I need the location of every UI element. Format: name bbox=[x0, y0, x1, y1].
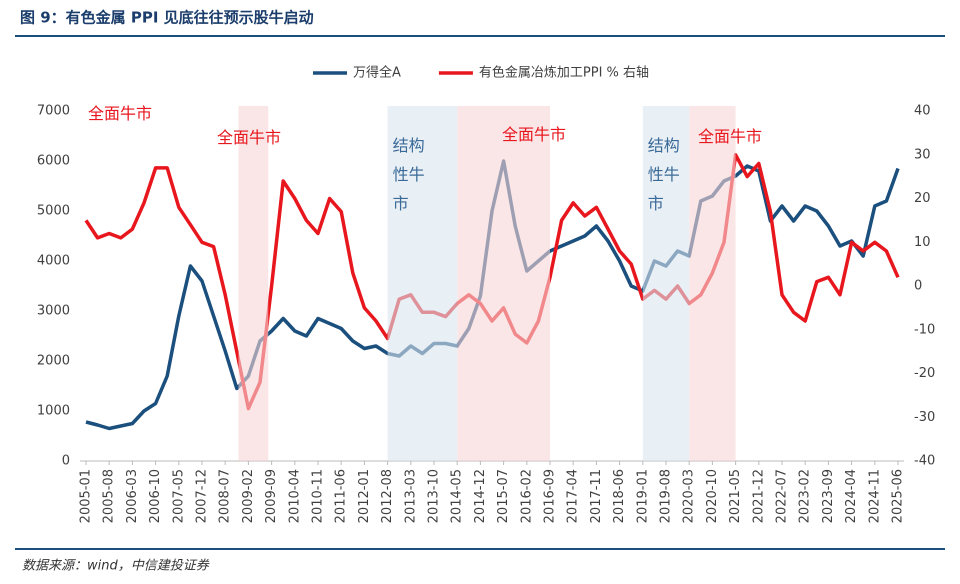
region-label: 结构性牛市 bbox=[392, 136, 425, 213]
x-tick-label: 2020-03 bbox=[682, 469, 697, 523]
x-tick-label: 2020-10 bbox=[705, 469, 720, 523]
x-tick-label: 2017-11 bbox=[589, 469, 604, 523]
y2-tick-label: 10 bbox=[914, 235, 931, 250]
x-tick-label: 2021-12 bbox=[751, 469, 766, 523]
y-tick-label: 7000 bbox=[37, 104, 70, 119]
y-tick-label: 6000 bbox=[37, 154, 70, 169]
region bbox=[238, 106, 269, 461]
region bbox=[642, 106, 690, 461]
region-label: 全面牛市 bbox=[698, 127, 763, 146]
legend-label: 有色金属冶炼加工PPI % 右轴 bbox=[479, 65, 649, 81]
x-tick-label: 2014-12 bbox=[473, 469, 488, 523]
x-tick-label: 2022-07 bbox=[775, 469, 790, 523]
y-tick-label: 3000 bbox=[37, 304, 70, 319]
y2-tick-label: 0 bbox=[914, 279, 922, 294]
y-tick-label: 0 bbox=[62, 454, 70, 469]
annotation: 全面牛市 bbox=[88, 104, 153, 123]
title: 图 9：有色金属 PPI 见底往往预示股牛启动 bbox=[20, 9, 314, 27]
x-tick-label: 2005-08 bbox=[102, 469, 117, 523]
x-tick-label: 2017-04 bbox=[566, 469, 581, 523]
y2-tick-label: -20 bbox=[914, 366, 935, 381]
region bbox=[457, 106, 550, 461]
x-tick-label: 2011-06 bbox=[334, 469, 349, 523]
region-label: 全面牛市 bbox=[217, 128, 282, 147]
x-tick-label: 2013-03 bbox=[403, 469, 418, 523]
x-tick-label: 2015-07 bbox=[496, 469, 511, 523]
x-tick-label: 2006-10 bbox=[148, 469, 163, 523]
x-tick-label: 2005-01 bbox=[79, 469, 94, 523]
x-tick-label: 2007-05 bbox=[171, 469, 186, 523]
y2-tick-label: -30 bbox=[914, 410, 935, 425]
x-tick-label: 2016-02 bbox=[519, 469, 534, 523]
x-tick-label: 2010-04 bbox=[287, 469, 302, 523]
x-tick-label: 2021-05 bbox=[728, 469, 743, 523]
x-tick-label: 2006-03 bbox=[125, 469, 140, 523]
y2-tick-label: -10 bbox=[914, 322, 935, 337]
y2-tick-label: 40 bbox=[914, 104, 931, 119]
x-tick-label: 2018-06 bbox=[612, 469, 627, 523]
x-tick-label: 2012-08 bbox=[380, 469, 395, 523]
x-tick-label: 2012-01 bbox=[357, 469, 372, 523]
x-tick-label: 2023-09 bbox=[821, 469, 836, 523]
y-tick-label: 5000 bbox=[37, 204, 70, 219]
y2-tick-label: -40 bbox=[914, 454, 935, 469]
x-tick-label: 2019-01 bbox=[635, 469, 650, 523]
x-tick-label: 2024-04 bbox=[844, 469, 859, 523]
x-tick-label: 2013-10 bbox=[427, 469, 442, 523]
y-tick-label: 1000 bbox=[37, 404, 70, 419]
x-tick-label: 2009-09 bbox=[264, 469, 279, 523]
x-tick-label: 2023-02 bbox=[798, 469, 813, 523]
x-tick-label: 2016-09 bbox=[543, 469, 558, 523]
x-tick-label: 2007-12 bbox=[195, 469, 210, 523]
y-tick-label: 2000 bbox=[37, 354, 70, 369]
x-tick-label: 2009-02 bbox=[241, 469, 256, 523]
x-tick-label: 2024-11 bbox=[867, 469, 882, 523]
x-tick-label: 2019-08 bbox=[659, 469, 674, 523]
x-tick-label: 2008-07 bbox=[218, 469, 233, 523]
region-label: 结构性牛市 bbox=[647, 136, 680, 213]
region-label: 全面牛市 bbox=[502, 125, 567, 144]
y-tick-label: 4000 bbox=[37, 254, 70, 269]
source: 数据来源：wind，中信建投证券 bbox=[22, 559, 210, 574]
y2-tick-label: 30 bbox=[914, 147, 931, 162]
x-tick-label: 2025-06 bbox=[891, 469, 906, 523]
x-tick-label: 2010-11 bbox=[311, 469, 326, 523]
region bbox=[689, 106, 736, 461]
legend-label: 万得全A bbox=[353, 65, 401, 81]
x-tick-label: 2014-05 bbox=[450, 469, 465, 523]
y2-tick-label: 20 bbox=[914, 191, 931, 206]
region bbox=[387, 106, 458, 461]
